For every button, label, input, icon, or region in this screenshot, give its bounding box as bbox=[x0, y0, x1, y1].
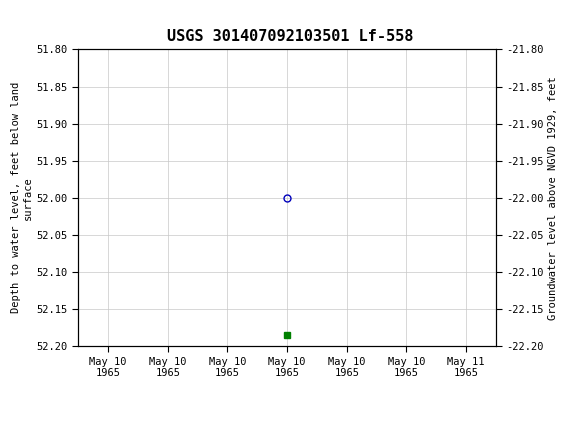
Y-axis label: Depth to water level, feet below land
surface: Depth to water level, feet below land su… bbox=[11, 82, 32, 313]
Text: USGS 301407092103501 Lf-558: USGS 301407092103501 Lf-558 bbox=[167, 29, 413, 44]
Text: USGS: USGS bbox=[42, 11, 89, 26]
Y-axis label: Groundwater level above NGVD 1929, feet: Groundwater level above NGVD 1929, feet bbox=[548, 76, 558, 319]
